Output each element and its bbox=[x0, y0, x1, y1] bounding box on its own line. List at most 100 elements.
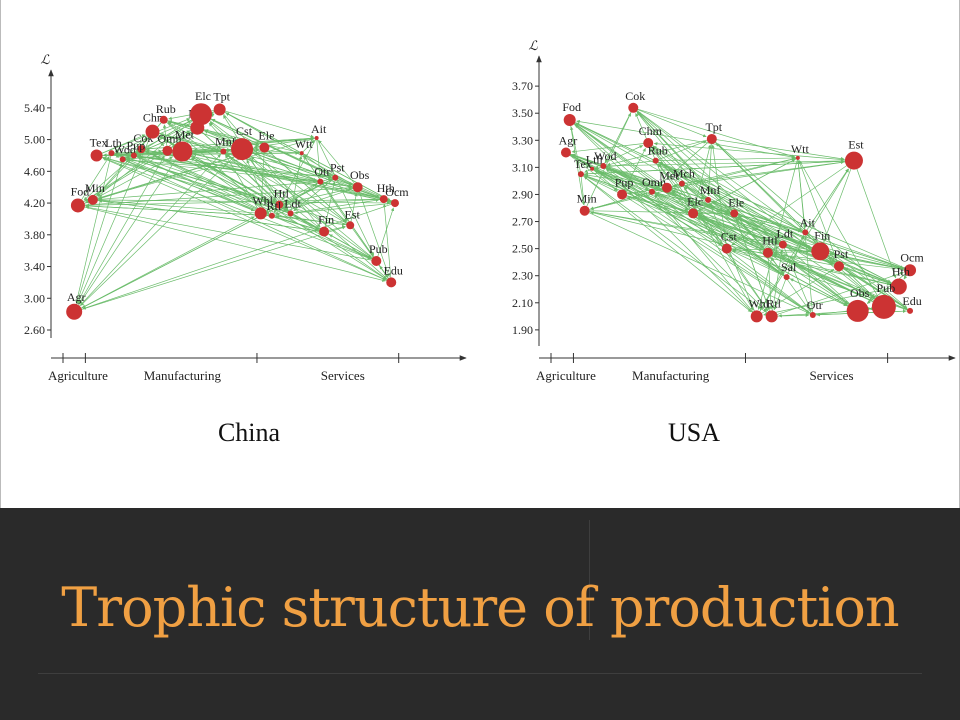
node-label: Tpt bbox=[705, 120, 722, 134]
node-fin bbox=[811, 242, 830, 261]
node-rtl bbox=[268, 212, 275, 219]
node-label: Whl bbox=[748, 296, 769, 310]
network-edge bbox=[382, 203, 392, 283]
band-divider-horizontal bbox=[38, 673, 922, 674]
node-label: Chm bbox=[639, 124, 663, 138]
network-edge bbox=[789, 278, 858, 312]
network-edge bbox=[145, 151, 273, 217]
network-edge bbox=[82, 202, 396, 310]
node-label: Omn bbox=[157, 132, 181, 146]
node-label: Otr bbox=[807, 298, 823, 312]
network-edge bbox=[697, 216, 787, 278]
node-label: Fod bbox=[562, 100, 581, 114]
network-edge bbox=[778, 310, 858, 318]
network-edge bbox=[685, 185, 709, 201]
sector-label: Agriculture bbox=[536, 368, 596, 383]
node-obs bbox=[846, 299, 869, 322]
node-whl bbox=[750, 310, 763, 323]
network-edge bbox=[658, 162, 885, 308]
node-fod bbox=[563, 113, 576, 126]
node-label: Fin bbox=[318, 213, 334, 227]
network-edge bbox=[657, 163, 694, 214]
network-edge bbox=[283, 198, 384, 206]
network-edge bbox=[584, 175, 623, 195]
node-label: Pub bbox=[369, 242, 388, 256]
network-edge bbox=[98, 199, 325, 232]
network-edge bbox=[823, 160, 855, 243]
node-edu bbox=[907, 307, 914, 314]
network-edge bbox=[757, 157, 799, 310]
network-edge bbox=[570, 126, 582, 175]
node-pst bbox=[332, 174, 339, 181]
node-ait bbox=[314, 136, 319, 141]
network-edge bbox=[122, 159, 269, 215]
node-label: Wtt bbox=[295, 137, 314, 151]
network-edge bbox=[584, 210, 810, 314]
node-cst bbox=[721, 243, 732, 254]
network-edge bbox=[606, 168, 814, 316]
node-label: Ocm bbox=[900, 250, 924, 264]
node-lth bbox=[590, 166, 595, 171]
y-tick-label: 4.20 bbox=[24, 196, 45, 210]
network-edge bbox=[279, 204, 387, 280]
node-lth bbox=[108, 150, 115, 157]
node-edu bbox=[386, 277, 397, 288]
network-edge bbox=[735, 217, 772, 317]
node-tpt bbox=[213, 103, 226, 116]
node-label: Ldt bbox=[284, 196, 301, 210]
node-label: Pup bbox=[615, 175, 634, 189]
node-tex bbox=[577, 171, 584, 178]
network-edge bbox=[605, 168, 757, 317]
node-rtl bbox=[765, 310, 778, 323]
band-divider-vertical bbox=[589, 520, 590, 640]
network-edge bbox=[226, 153, 325, 232]
y-tick-label: 4.60 bbox=[24, 164, 45, 178]
sector-label: Agriculture bbox=[48, 368, 108, 383]
network-edge bbox=[114, 153, 351, 226]
node-label: Rub bbox=[648, 144, 668, 158]
network-edge bbox=[92, 199, 391, 205]
network-edge bbox=[584, 210, 730, 216]
network-edge bbox=[102, 156, 291, 214]
node-label: Ele bbox=[728, 195, 744, 209]
node-label: Ele bbox=[258, 129, 274, 143]
y-tick-label: 5.40 bbox=[24, 101, 45, 115]
network-edge bbox=[799, 160, 885, 308]
network-edge bbox=[584, 160, 854, 176]
y-tick-label: 2.60 bbox=[24, 323, 45, 337]
node-est bbox=[844, 151, 863, 170]
network-edge bbox=[580, 173, 752, 313]
network-edge bbox=[73, 154, 221, 312]
node-min bbox=[579, 205, 590, 216]
network-edge bbox=[575, 122, 806, 233]
node-mch bbox=[678, 180, 685, 187]
network-edge bbox=[115, 152, 358, 188]
node-label: Edu bbox=[902, 294, 921, 308]
node-sal bbox=[783, 274, 790, 281]
network-edge bbox=[633, 107, 707, 138]
usa-caption: USA bbox=[667, 418, 720, 447]
node-label: Est bbox=[848, 138, 864, 152]
y-tick-label: 2.30 bbox=[512, 269, 533, 283]
y-tick-label: 2.10 bbox=[512, 296, 533, 310]
node-label: Met bbox=[175, 128, 195, 142]
node-label: Cst bbox=[236, 124, 253, 138]
node-label: Whl bbox=[252, 193, 273, 207]
network-edge bbox=[73, 155, 165, 312]
network-edge bbox=[621, 194, 810, 314]
network-edge bbox=[290, 155, 303, 214]
node-label: Mch bbox=[673, 167, 695, 181]
node-cst bbox=[231, 138, 254, 161]
node-label: Wod bbox=[113, 142, 135, 156]
network-edge bbox=[853, 160, 897, 279]
network-edge bbox=[771, 249, 784, 317]
network-edge bbox=[275, 186, 358, 216]
node-est bbox=[346, 221, 355, 230]
network-edge bbox=[253, 152, 384, 200]
node-label: Hth bbox=[377, 181, 395, 195]
network-edge bbox=[102, 157, 392, 283]
node-label: Agr bbox=[67, 290, 86, 304]
y-tick-label: 1.90 bbox=[512, 323, 533, 337]
network-edge bbox=[98, 198, 261, 214]
node-omn bbox=[162, 145, 173, 156]
